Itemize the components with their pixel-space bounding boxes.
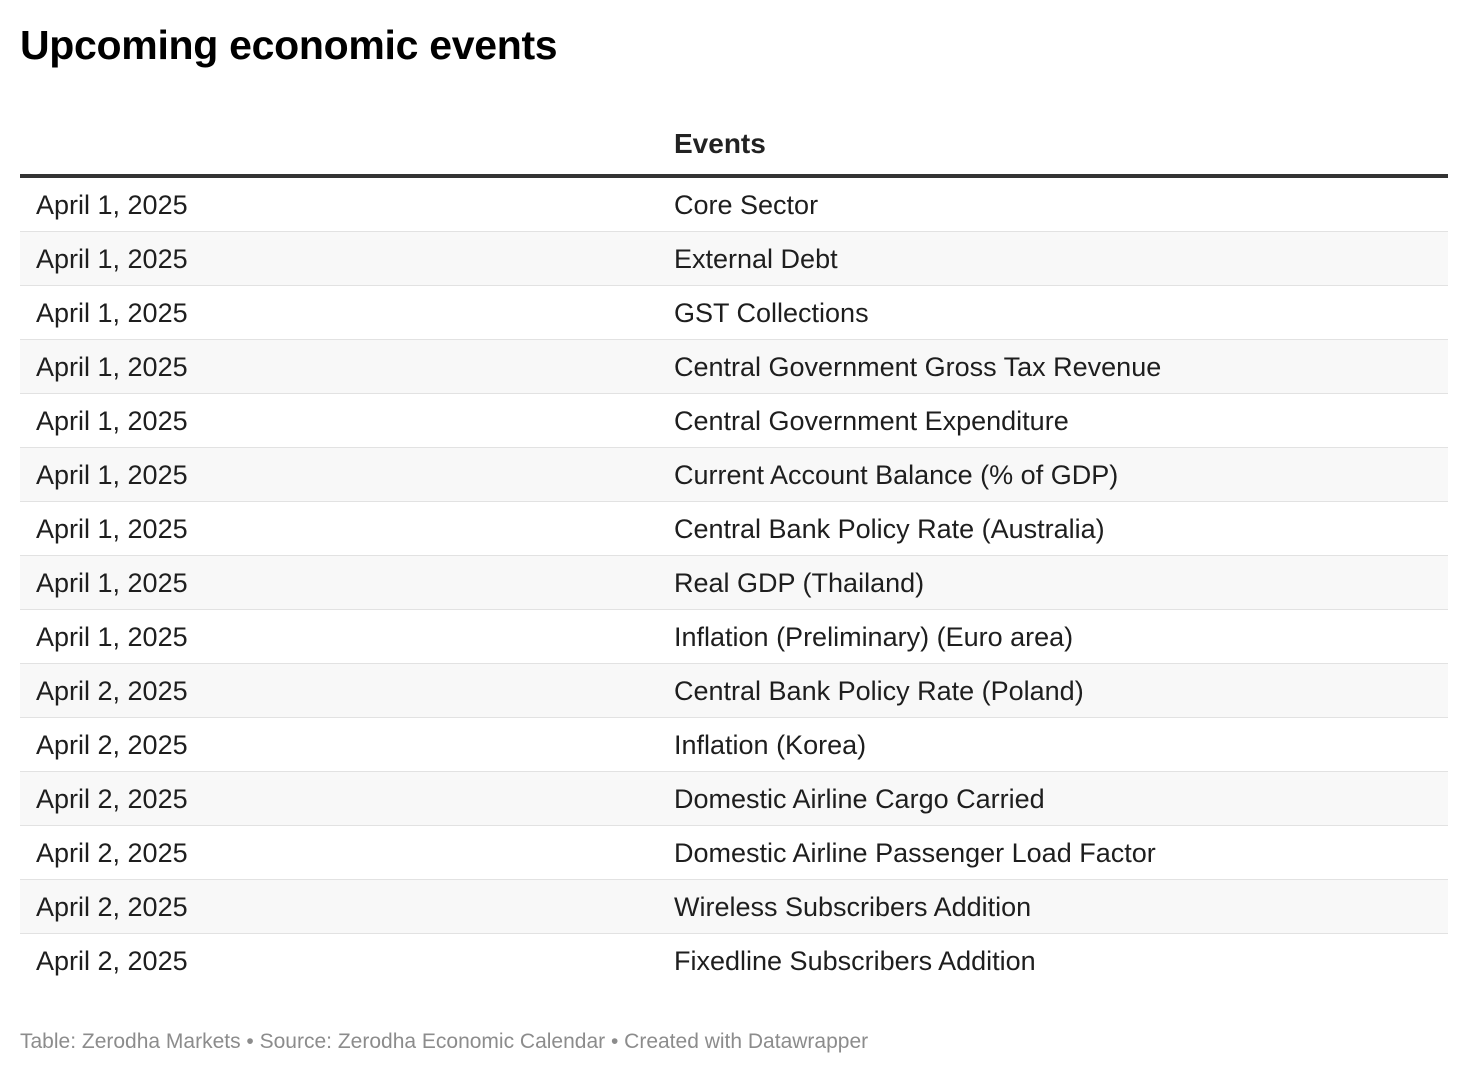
event-cell: Real GDP (Thailand) <box>674 568 925 598</box>
event-cell: Core Sector <box>674 190 819 220</box>
date-cell: April 2, 2025 <box>36 676 188 706</box>
table-row: April 1, 2025 Central Government Expendit… <box>20 394 1448 448</box>
table-row: April 1, 2025 Central Government Gross Ta… <box>20 340 1448 394</box>
date-cell: April 1, 2025 <box>36 622 188 652</box>
table-row: April 1, 2025 Core Sector <box>20 178 1448 232</box>
table-row: April 1, 2025 External Debt <box>20 232 1448 286</box>
column-header-events: Events <box>674 128 766 159</box>
table-row: April 1, 2025 Current Account Balance (% … <box>20 448 1448 502</box>
event-cell: Current Account Balance (% of GDP) <box>674 460 1119 490</box>
event-cell: Fixedline Subscribers Addition <box>674 946 1036 976</box>
date-cell: April 2, 2025 <box>36 784 188 814</box>
date-cell: April 1, 2025 <box>36 298 188 328</box>
table-row: April 1, 2025 Central Bank Policy Rate (A… <box>20 502 1448 556</box>
table-header: Events <box>20 108 1448 178</box>
date-cell: April 1, 2025 <box>36 460 188 490</box>
date-cell: April 2, 2025 <box>36 730 188 760</box>
event-cell: Central Government Expenditure <box>674 406 1069 436</box>
date-cell: April 1, 2025 <box>36 244 188 274</box>
date-cell: April 1, 2025 <box>36 514 188 544</box>
event-cell: External Debt <box>674 244 838 274</box>
event-cell: Inflation (Korea) <box>674 730 867 760</box>
event-cell: Central Bank Policy Rate (Poland) <box>674 676 1084 706</box>
date-cell: April 1, 2025 <box>36 406 188 436</box>
date-cell: April 1, 2025 <box>36 352 188 382</box>
table-row: April 1, 2025 GST Collections <box>20 286 1448 340</box>
event-cell: Wireless Subscribers Addition <box>674 892 1032 922</box>
events-table: Events April 1, 2025 Core Sector April 1, … <box>20 108 1448 988</box>
date-cell: April 2, 2025 <box>36 892 188 922</box>
date-cell: April 2, 2025 <box>36 946 188 976</box>
chart-footer: Table: Zerodha Markets • Source: Zerodha… <box>20 1030 869 1053</box>
table-row: April 1, 2025 Real GDP (Thailand) <box>20 556 1448 610</box>
date-cell: April 1, 2025 <box>36 568 188 598</box>
event-cell: Inflation (Preliminary) (Euro area) <box>674 622 1074 652</box>
table-row: April 2, 2025 Inflation (Korea) <box>20 718 1448 772</box>
event-cell: Central Government Gross Tax Revenue <box>674 352 1162 382</box>
table-row: April 1, 2025 Inflation (Preliminary) (Eu… <box>20 610 1448 664</box>
table-row: April 2, 2025 Wireless Subscribers Additi… <box>20 880 1448 934</box>
date-cell: April 1, 2025 <box>36 190 188 220</box>
table-row: April 2, 2025 Domestic Airline Cargo Carr… <box>20 772 1448 826</box>
event-cell: Domestic Airline Cargo Carried <box>674 784 1045 814</box>
table-body: April 1, 2025 Core Sector April 1, 2025 Ext… <box>20 178 1448 988</box>
event-cell: Domestic Airline Passenger Load Factor <box>674 838 1156 868</box>
event-cell: GST Collections <box>674 298 869 328</box>
table-row: April 2, 2025 Fixedline Subscribers Addit… <box>20 934 1448 988</box>
table-row: April 2, 2025 Domestic Airline Passenger … <box>20 826 1448 880</box>
event-cell: Central Bank Policy Rate (Australia) <box>674 514 1105 544</box>
table-row: April 2, 2025 Central Bank Policy Rate (P… <box>20 664 1448 718</box>
date-cell: April 2, 2025 <box>36 838 188 868</box>
chart-title: Upcoming economic events <box>20 22 558 68</box>
